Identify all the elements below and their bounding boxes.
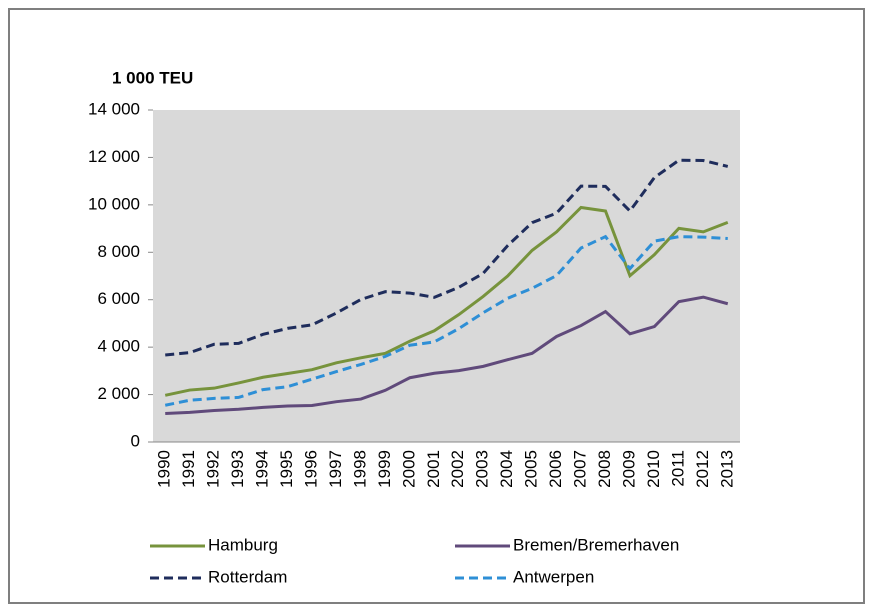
series-line — [165, 158, 729, 357]
x-tick-label: 1994 — [253, 450, 272, 488]
x-tick-label: 1992 — [204, 450, 223, 488]
x-tick-label: 1996 — [301, 450, 320, 488]
x-tick-label: 1995 — [277, 450, 296, 488]
x-tick-label: 1991 — [179, 450, 198, 488]
y-tick-label: 2 000 — [97, 384, 140, 403]
x-tick-label: 1997 — [326, 450, 345, 488]
x-tick-label: 2007 — [571, 450, 590, 488]
x-tick-label: 2009 — [619, 450, 638, 488]
x-tick-label: 1993 — [228, 450, 247, 488]
x-tick-label: 1998 — [350, 450, 369, 488]
legend-label: Rotterdam — [208, 567, 287, 586]
x-tick-label: 2008 — [595, 450, 614, 488]
y-tick-label: 12 000 — [88, 147, 140, 166]
x-tick-label: 2012 — [693, 450, 712, 488]
y-tick-label: 4 000 — [97, 337, 140, 356]
legend-label: Bremen/Bremerhaven — [513, 535, 679, 554]
x-tick-label: 2000 — [399, 450, 418, 488]
y-tick-label: 14 000 — [88, 99, 140, 118]
y-tick-label: 10 000 — [88, 194, 140, 213]
x-tick-label: 2010 — [644, 450, 663, 488]
plot-area — [153, 110, 740, 442]
y-tick-label: 0 — [131, 431, 140, 450]
legend-label: Antwerpen — [513, 567, 594, 586]
x-tick-label: 2002 — [448, 450, 467, 488]
x-tick-label: 1990 — [155, 450, 174, 488]
y-axis-label: 1 000 TEU — [112, 68, 193, 87]
x-tick-label: 2013 — [717, 450, 736, 488]
x-tick-label: 2004 — [497, 450, 516, 488]
x-tick-label: 2003 — [473, 450, 492, 488]
y-tick-label: 6 000 — [97, 289, 140, 308]
x-tick-label: 2001 — [424, 450, 443, 488]
series-line — [165, 295, 729, 416]
x-tick-label: 2005 — [522, 450, 541, 488]
series-line — [164, 205, 729, 397]
y-tick-label: 8 000 — [97, 242, 140, 261]
legend-label: Hamburg — [208, 535, 278, 554]
x-tick-label: 1999 — [375, 450, 394, 488]
x-tick-label: 2011 — [668, 450, 687, 487]
x-tick-label: 2006 — [546, 450, 565, 488]
